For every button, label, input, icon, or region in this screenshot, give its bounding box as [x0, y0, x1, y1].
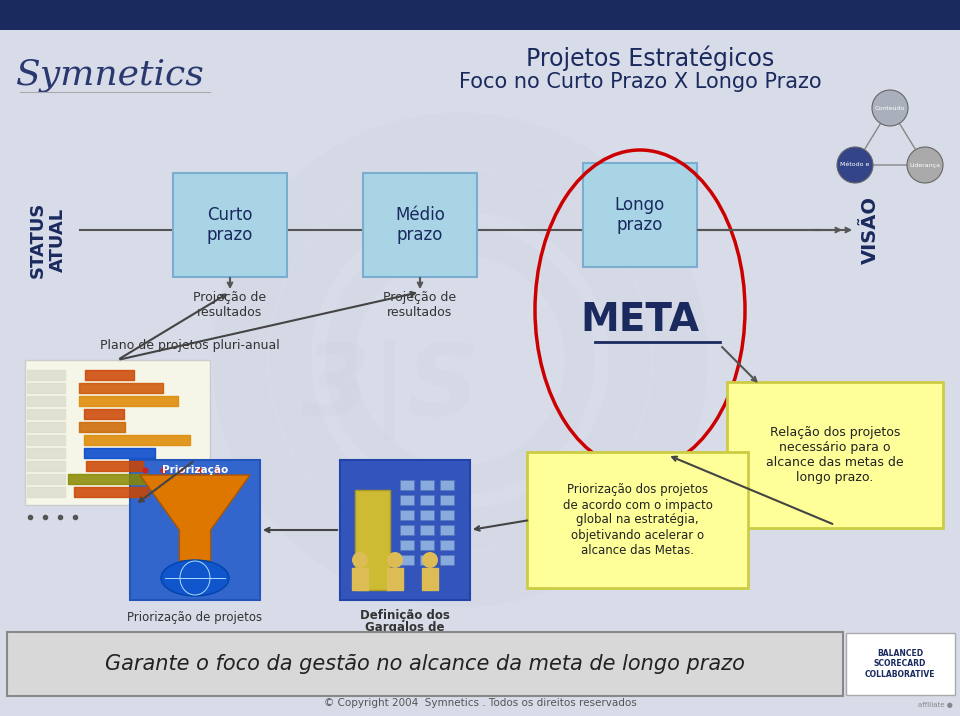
FancyBboxPatch shape [420, 510, 434, 520]
Text: Priorização: Priorização [162, 465, 228, 475]
FancyBboxPatch shape [440, 540, 454, 550]
Text: Liderança: Liderança [909, 163, 941, 168]
Text: © Copyright 2004  Symnetics . Todos os direitos reservados: © Copyright 2004 Symnetics . Todos os di… [324, 698, 636, 708]
FancyBboxPatch shape [7, 632, 843, 696]
Circle shape [422, 552, 438, 568]
FancyBboxPatch shape [846, 633, 955, 695]
Circle shape [907, 147, 943, 183]
FancyBboxPatch shape [440, 555, 454, 565]
FancyBboxPatch shape [400, 525, 414, 535]
FancyBboxPatch shape [400, 495, 414, 505]
FancyBboxPatch shape [440, 525, 454, 535]
FancyBboxPatch shape [420, 540, 434, 550]
FancyBboxPatch shape [363, 173, 477, 277]
Text: Plano de projetos pluri-anual: Plano de projetos pluri-anual [100, 339, 279, 352]
Text: Projeção de
resultados: Projeção de resultados [193, 291, 267, 319]
Text: Relação dos projetos
necessário para o
alcance das metas de
longo prazo.: Relação dos projetos necessário para o a… [766, 426, 903, 484]
Text: Garante o foco da gestão no alcance da meta de longo prazo: Garante o foco da gestão no alcance da m… [105, 654, 745, 674]
Circle shape [387, 552, 403, 568]
FancyBboxPatch shape [340, 460, 470, 600]
Text: Foco no Curto Prazo X Longo Prazo: Foco no Curto Prazo X Longo Prazo [459, 72, 822, 92]
Text: BALANCED
SCORECARD
COLLABORATIVE: BALANCED SCORECARD COLLABORATIVE [865, 649, 935, 679]
Text: Curto
prazo: Curto prazo [206, 205, 253, 244]
FancyBboxPatch shape [727, 382, 943, 528]
FancyBboxPatch shape [25, 360, 210, 505]
FancyBboxPatch shape [130, 460, 260, 600]
FancyBboxPatch shape [420, 555, 434, 565]
Text: VISÃO: VISÃO [860, 196, 879, 264]
FancyBboxPatch shape [583, 163, 697, 267]
FancyBboxPatch shape [400, 555, 414, 565]
Ellipse shape [161, 560, 229, 596]
Text: Recursos: Recursos [374, 634, 435, 647]
Text: Symnetics: Symnetics [15, 58, 204, 92]
Polygon shape [355, 490, 390, 590]
FancyBboxPatch shape [400, 480, 414, 490]
Circle shape [872, 90, 908, 126]
FancyBboxPatch shape [440, 510, 454, 520]
FancyBboxPatch shape [173, 173, 287, 277]
Text: 3|S: 3|S [300, 340, 479, 440]
FancyBboxPatch shape [420, 495, 434, 505]
Polygon shape [140, 475, 250, 561]
FancyBboxPatch shape [400, 510, 414, 520]
Text: affiliate ●: affiliate ● [918, 702, 952, 708]
Text: Gargalos de: Gargalos de [365, 621, 444, 634]
Circle shape [837, 147, 873, 183]
Text: (Humanos e: (Humanos e [373, 647, 437, 657]
FancyBboxPatch shape [440, 480, 454, 490]
FancyBboxPatch shape [0, 0, 960, 30]
Text: Priorização de projetos: Priorização de projetos [128, 611, 263, 624]
Circle shape [352, 552, 368, 568]
Text: Longo
prazo: Longo prazo [614, 195, 665, 234]
Text: Priorização dos projetos
de acordo com o impacto
global na estratégia,
objetivan: Priorização dos projetos de acordo com o… [563, 483, 712, 556]
FancyBboxPatch shape [420, 525, 434, 535]
Text: Financeiros): Financeiros) [373, 657, 437, 667]
FancyBboxPatch shape [420, 480, 434, 490]
Text: Projetos Estratégicos: Projetos Estratégicos [526, 45, 774, 71]
Text: Médio
prazo: Médio prazo [396, 205, 444, 244]
Text: Método e: Método e [840, 163, 870, 168]
FancyBboxPatch shape [527, 452, 748, 588]
Text: Definição dos: Definição dos [360, 609, 450, 621]
Text: META: META [581, 301, 700, 339]
FancyBboxPatch shape [400, 540, 414, 550]
Text: Projeção de
resultados: Projeção de resultados [383, 291, 457, 319]
Text: Conteúdo: Conteúdo [875, 105, 905, 110]
FancyBboxPatch shape [440, 495, 454, 505]
Text: STATUS
ATUAL: STATUS ATUAL [29, 202, 67, 279]
